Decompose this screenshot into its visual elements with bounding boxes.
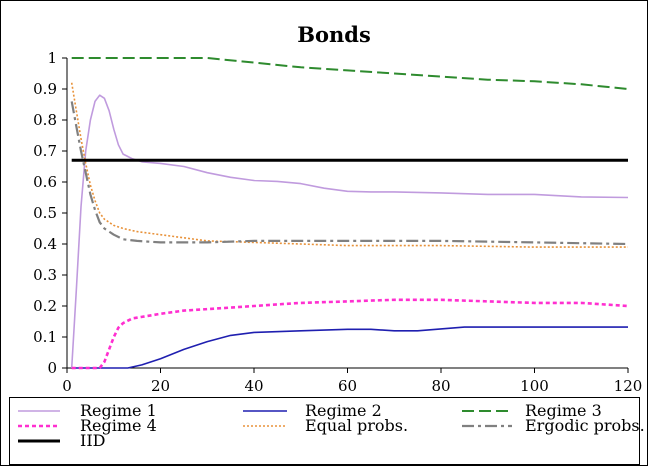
series-line-equal-probs <box>70 82 628 248</box>
y-tick-label: 0.5 <box>33 204 57 222</box>
legend: Regime 1 Regime 2 Regime 3 Regime 4 Equal pr… <box>9 397 645 465</box>
x-tick-label: 0 <box>62 377 72 395</box>
series-line-ergodic-probs <box>70 101 629 246</box>
series-line-regime-2 <box>71 326 628 369</box>
legend-label-iid: IID <box>80 431 105 450</box>
x-tick-label: 60 <box>338 377 357 395</box>
y-tick-label: 0.9 <box>33 80 57 98</box>
legend-label-regime-4: Regime 4 <box>80 416 157 435</box>
legend-box <box>9 397 640 465</box>
x-tick-label: 80 <box>431 377 450 395</box>
y-tick-label: 0.2 <box>33 297 57 315</box>
y-tick-label: 0 <box>47 359 57 377</box>
legend-label-regime-2: Regime 2 <box>305 401 382 420</box>
series-line-regime-4 <box>71 298 629 370</box>
x-tick-label: 40 <box>244 377 263 395</box>
y-tick-label: 0.7 <box>33 142 57 160</box>
series-line-regime-3 <box>71 57 629 90</box>
x-tick-label: 100 <box>520 377 549 395</box>
x-tick-label: 20 <box>151 377 170 395</box>
legend-label-equal-probs: Equal probs. <box>305 416 408 435</box>
plot-area: 0 0.1 0.2 0.3 0.4 0.5 0.6 0.7 0.8 0.9 1 0 20 40 60 80 10… <box>33 49 642 395</box>
legend-label-regime-3: Regime 3 <box>525 401 602 420</box>
y-tick-label: 0.1 <box>33 328 57 346</box>
legend-label-ergodic-probs: Ergodic probs. <box>525 416 645 435</box>
y-tick-label: 0.3 <box>33 266 57 284</box>
y-tick-label: 0.4 <box>33 235 57 253</box>
series-line-regime-1 <box>70 94 629 369</box>
y-tick-label: 1 <box>47 49 57 67</box>
y-tick-label: 0.6 <box>33 173 57 191</box>
x-tick-label: 120 <box>614 377 643 395</box>
chart-title: Bonds <box>297 22 371 47</box>
legend-label-regime-1: Regime 1 <box>80 401 157 420</box>
y-tick-label: 0.8 <box>33 111 57 129</box>
